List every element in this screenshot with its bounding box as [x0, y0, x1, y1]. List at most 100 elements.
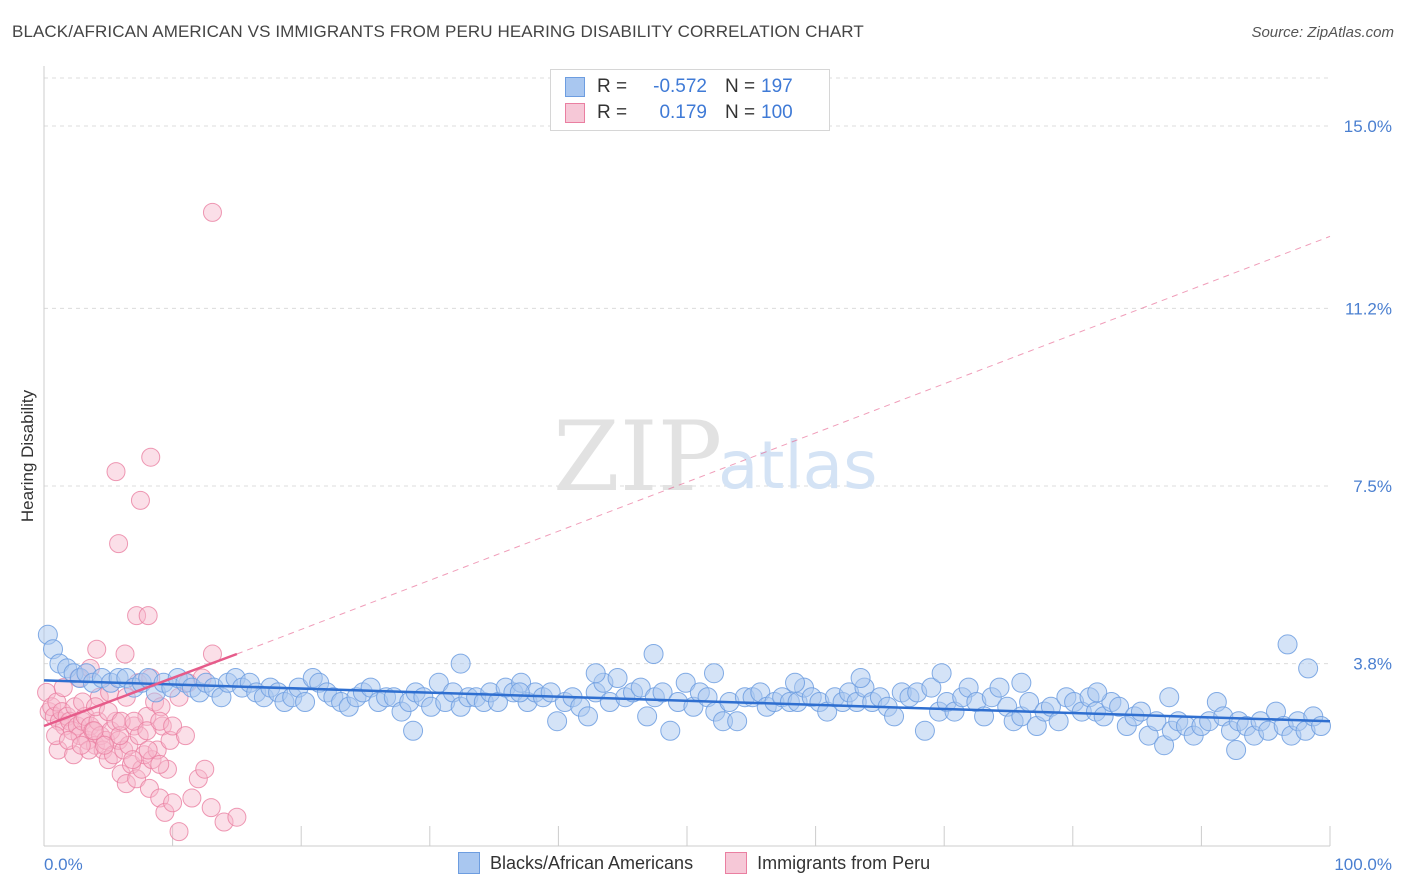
peru-point — [106, 462, 126, 482]
bottom-legend-blacks: Blacks/African Americans — [458, 852, 693, 874]
peru-point — [150, 754, 170, 774]
x-tick-label: 100.0% — [1334, 855, 1392, 874]
y-tick-label: 15.0% — [1344, 117, 1392, 136]
peru-point — [163, 793, 183, 813]
grid-lines — [44, 77, 1330, 665]
black-point — [403, 720, 424, 741]
black-point — [1087, 682, 1108, 703]
peru-point — [124, 711, 144, 731]
peru-point — [71, 735, 91, 755]
peru-point — [115, 644, 135, 664]
black-point — [1310, 716, 1331, 736]
black-point — [1159, 687, 1180, 708]
peru-point — [116, 774, 136, 794]
black-point — [637, 706, 658, 727]
black-point — [585, 663, 606, 684]
black-point — [1109, 696, 1130, 717]
peru-point — [47, 692, 67, 712]
black-points — [37, 624, 1331, 760]
legend-row-blacks: R = -0.572 N = 197 — [565, 75, 793, 99]
peru-point — [53, 678, 73, 698]
black-point — [931, 663, 952, 684]
peru-point — [46, 726, 66, 746]
legend-r-label: R = — [597, 102, 628, 123]
tick-labels: 3.8% 7.5% 11.2% 15.0% 0.0% 100.0% — [44, 117, 1392, 874]
black-point — [643, 644, 664, 664]
peru-point — [111, 764, 131, 784]
peru-point — [141, 447, 161, 467]
bottom-legend-peru: Immigrants from Peru — [725, 852, 930, 874]
legend: R = -0.572 N = 197 R = 0.179 N = 100 — [550, 69, 830, 131]
legend-r-value: 0.179 — [659, 102, 707, 123]
peru-point — [214, 812, 234, 832]
peru-point — [202, 202, 222, 222]
black-point — [884, 706, 905, 727]
peru-trend-line — [43, 652, 238, 728]
black-point — [727, 711, 748, 732]
black-point — [785, 672, 806, 693]
peru-point — [58, 730, 78, 750]
peru-point — [137, 721, 157, 741]
black-point — [509, 682, 530, 703]
peru-point — [175, 726, 195, 746]
legend-r-label: R = — [597, 76, 628, 97]
black-point — [704, 663, 725, 684]
y-tick-label: 7.5% — [1353, 477, 1392, 496]
pink-swatch — [725, 852, 748, 874]
watermark-atlas: atlas — [718, 427, 878, 504]
peru-point — [138, 740, 158, 760]
peru-point — [64, 745, 84, 765]
blue-swatch — [565, 77, 585, 97]
black-point — [850, 668, 871, 688]
peru-point — [123, 750, 143, 770]
peru-point — [150, 788, 170, 808]
black-point — [989, 677, 1010, 698]
peru-point — [127, 606, 147, 626]
peru-point — [188, 769, 208, 789]
trend-lines — [43, 235, 1331, 728]
peru-point — [201, 798, 221, 818]
black-point — [660, 720, 681, 741]
peru-point — [169, 822, 189, 842]
legend-n-value: 197 — [761, 76, 793, 97]
peru-trend-extension — [236, 235, 1331, 655]
peru-point — [109, 534, 129, 554]
black-point — [630, 677, 651, 698]
legend-r-value: -0.572 — [653, 76, 707, 97]
peru-point — [155, 802, 175, 822]
black-point — [607, 668, 628, 688]
pink-swatch — [565, 103, 585, 123]
peru-point — [110, 726, 130, 746]
black-trend-line — [43, 679, 1331, 723]
legend-n-value: 100 — [761, 102, 793, 123]
peru-point — [163, 716, 183, 736]
peru-points — [37, 202, 247, 842]
black-point — [1226, 740, 1247, 760]
black-point — [921, 677, 942, 698]
black-point — [1298, 658, 1319, 679]
peru-point — [101, 721, 121, 741]
peru-point — [150, 711, 170, 731]
peru-point — [48, 740, 68, 760]
x-tick-label: 0.0% — [44, 855, 83, 874]
bottom-legend: Blacks/African Americans Immigrants from… — [458, 852, 962, 874]
legend-row-peru: R = 0.179 N = 100 — [565, 101, 793, 125]
black-point — [1277, 634, 1298, 655]
black-point — [1048, 711, 1069, 732]
source-label: Source: ZipAtlas.com — [1251, 24, 1394, 41]
watermark-zip: ZIP — [553, 401, 722, 513]
blue-swatch — [458, 852, 480, 874]
peru-point — [139, 778, 159, 798]
black-point — [450, 653, 471, 674]
black-point — [547, 711, 568, 732]
peru-point — [182, 788, 202, 808]
black-point — [675, 672, 696, 693]
peru-point — [130, 490, 150, 510]
chart-title: BLACK/AFRICAN AMERICAN VS IMMIGRANTS FRO… — [12, 22, 864, 41]
black-point — [914, 720, 935, 741]
bottom-legend-label: Immigrants from Peru — [757, 852, 931, 873]
axes — [43, 66, 1331, 847]
peru-point — [94, 735, 114, 755]
peru-point — [87, 639, 107, 659]
